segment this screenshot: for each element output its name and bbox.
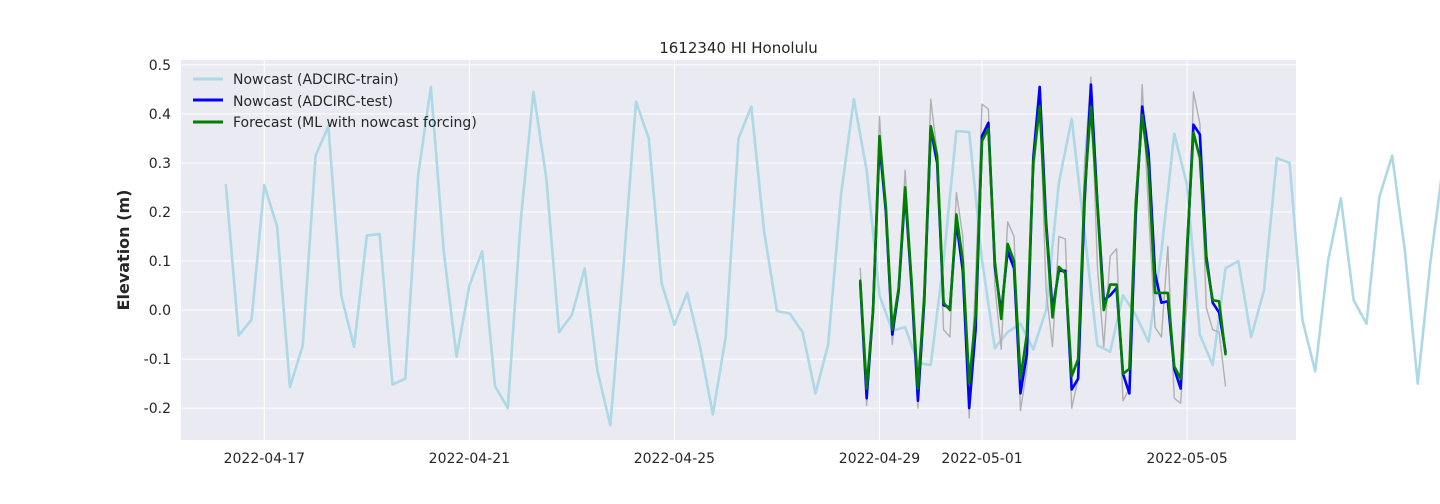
y-tick-label: 0.2 <box>149 205 171 221</box>
x-tick-label: 2022-04-17 <box>224 451 305 467</box>
x-tick-label: 2022-04-29 <box>839 451 920 467</box>
x-axis-ticks: 2022-04-17 2022-04-21 2022-04-25 2022-04-29… <box>224 451 1228 467</box>
series-layer <box>224 76 1440 427</box>
y-tick-label: 0.1 <box>149 254 171 270</box>
y-tick-label: 0.4 <box>149 107 171 123</box>
series-forecast-line <box>858 105 1227 390</box>
x-tick-label: 2022-04-21 <box>429 451 510 467</box>
y-tick-label: 0.0 <box>149 303 171 319</box>
x-tick-label: 2022-05-05 <box>1146 451 1227 467</box>
x-tick-label: 2022-05-01 <box>941 451 1022 467</box>
y-axis-label: Elevation (m) <box>114 190 133 311</box>
legend: Nowcast (ADCIRC-train) Nowcast (ADCIRC-t… <box>193 72 477 131</box>
y-tick-label: 0.3 <box>149 156 171 172</box>
y-tick-label: 0.5 <box>149 58 171 74</box>
y-tick-label: -0.2 <box>144 401 171 417</box>
y-axis-ticks: -0.2 -0.1 0.0 0.1 0.2 0.3 0.4 0.5 <box>144 58 171 417</box>
x-tick-label: 2022-04-25 <box>634 451 715 467</box>
legend-label-forecast: Forecast (ML with nowcast forcing) <box>233 115 477 131</box>
chart-title: 1612340 HI Honolulu <box>659 39 818 57</box>
series-train-line <box>224 85 1440 427</box>
legend-label-test: Nowcast (ADCIRC-test) <box>233 94 393 110</box>
plot-area <box>181 60 1296 440</box>
y-tick-label: -0.1 <box>144 352 171 368</box>
legend-label-train: Nowcast (ADCIRC-train) <box>233 72 399 88</box>
